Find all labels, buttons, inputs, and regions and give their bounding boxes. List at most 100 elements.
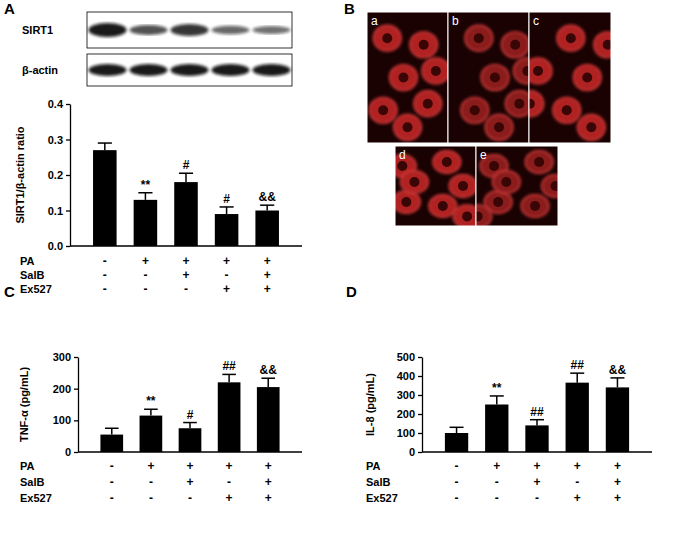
nucleus [397, 161, 407, 171]
error-bar [530, 420, 544, 426]
panel-label: B [344, 0, 355, 17]
tick-mark [66, 246, 70, 247]
treatment-sign: - [495, 491, 499, 505]
bar [566, 383, 589, 452]
error-bar-cap [220, 206, 234, 208]
bar [100, 435, 123, 452]
fluorescence-image: b [448, 12, 541, 143]
treatment-sign: + [182, 268, 189, 282]
plot-area [93, 143, 279, 246]
y-axis: 0100200300400500 [397, 351, 423, 458]
bar [257, 387, 280, 452]
treatment-sign: - [149, 491, 153, 505]
nucleus [534, 157, 544, 167]
treatment-sign: - [149, 475, 153, 489]
significance-label: # [223, 192, 230, 206]
error-bar [490, 396, 504, 405]
cell [594, 32, 611, 58]
significance-label: ## [571, 358, 585, 372]
blot-band [171, 64, 209, 76]
treatment-sign: - [188, 491, 192, 505]
image-frame [476, 146, 558, 226]
cell [513, 58, 529, 84]
axis-line [70, 105, 71, 247]
fluorescence-image: c [516, 12, 622, 143]
fluorescence-image: d [388, 146, 481, 228]
nucleus [529, 99, 535, 109]
y-tick: 0.3 [48, 134, 70, 146]
blot-band [130, 25, 168, 35]
y-tick: 200 [397, 408, 422, 420]
tick-label: 400 [397, 370, 415, 382]
tick-mark [74, 357, 78, 358]
y-tick: 0.2 [48, 169, 70, 181]
cell [505, 91, 529, 117]
error-bar-stem [617, 378, 619, 388]
treatment-label: SalB [366, 476, 391, 488]
nucleus [382, 33, 392, 43]
nucleus [586, 122, 596, 132]
treatment-sign: - [103, 268, 107, 282]
error-bar-stem [536, 420, 538, 426]
bar [606, 387, 629, 452]
error-bar-stem [185, 173, 187, 182]
nucleus [409, 177, 419, 187]
cell [394, 114, 422, 140]
cell [400, 171, 428, 194]
treatment-sign: - [535, 491, 539, 505]
nucleus [514, 99, 524, 109]
y-axis: 0100200300 [53, 351, 79, 458]
tick-mark [418, 414, 422, 415]
significance-label: ** [141, 178, 151, 192]
bar [174, 182, 198, 246]
tick-mark [418, 433, 422, 434]
error-bar-cap [530, 419, 544, 421]
error-bar [220, 207, 234, 214]
treatment-sign: + [142, 254, 149, 268]
treatment-sign: - [143, 268, 147, 282]
error-bar [183, 423, 197, 429]
blot-label: SIRT1 [22, 24, 53, 36]
cell [485, 114, 513, 140]
error-bar-stem [228, 374, 230, 382]
tick-label: 500 [397, 351, 415, 363]
blot-band [253, 64, 291, 76]
nucleus [398, 73, 408, 83]
treatment-sign: + [264, 268, 271, 282]
significance-label: # [183, 158, 190, 172]
blot-band [212, 26, 250, 35]
treatment-sign: - [110, 459, 114, 473]
y-tick: 200 [53, 383, 78, 395]
tick-label: 0 [65, 446, 71, 458]
western-blot: SIRT1β-actin [22, 12, 292, 86]
error-bar-stem [226, 207, 228, 214]
error-bar-stem [576, 373, 578, 383]
tick-mark [66, 175, 70, 176]
cell [414, 91, 442, 117]
nucleus [522, 66, 529, 76]
nucleus [419, 40, 429, 50]
error-bar-stem [145, 193, 147, 200]
bar [140, 416, 163, 452]
treatment-sign: - [455, 475, 459, 489]
treatment-label: PA [20, 460, 35, 472]
treatment-sign: - [143, 282, 147, 296]
cell [577, 114, 605, 140]
cell [525, 151, 553, 174]
significance-label: ** [146, 394, 156, 408]
cell [542, 175, 558, 198]
bar [485, 405, 508, 453]
error-bar [138, 193, 152, 200]
axis-line [78, 358, 79, 453]
y-tick: 300 [397, 389, 422, 401]
y-tick: 500 [397, 351, 422, 363]
nucleus [494, 122, 504, 132]
image-label: a [371, 14, 378, 28]
significance-label: && [260, 363, 278, 377]
image-label: c [533, 14, 539, 28]
y-tick: 0.1 [48, 205, 70, 217]
nucleus [551, 181, 558, 191]
fluorescence-image: a [367, 12, 450, 143]
treatment-sign: - [103, 282, 107, 296]
tick-mark [74, 452, 78, 453]
